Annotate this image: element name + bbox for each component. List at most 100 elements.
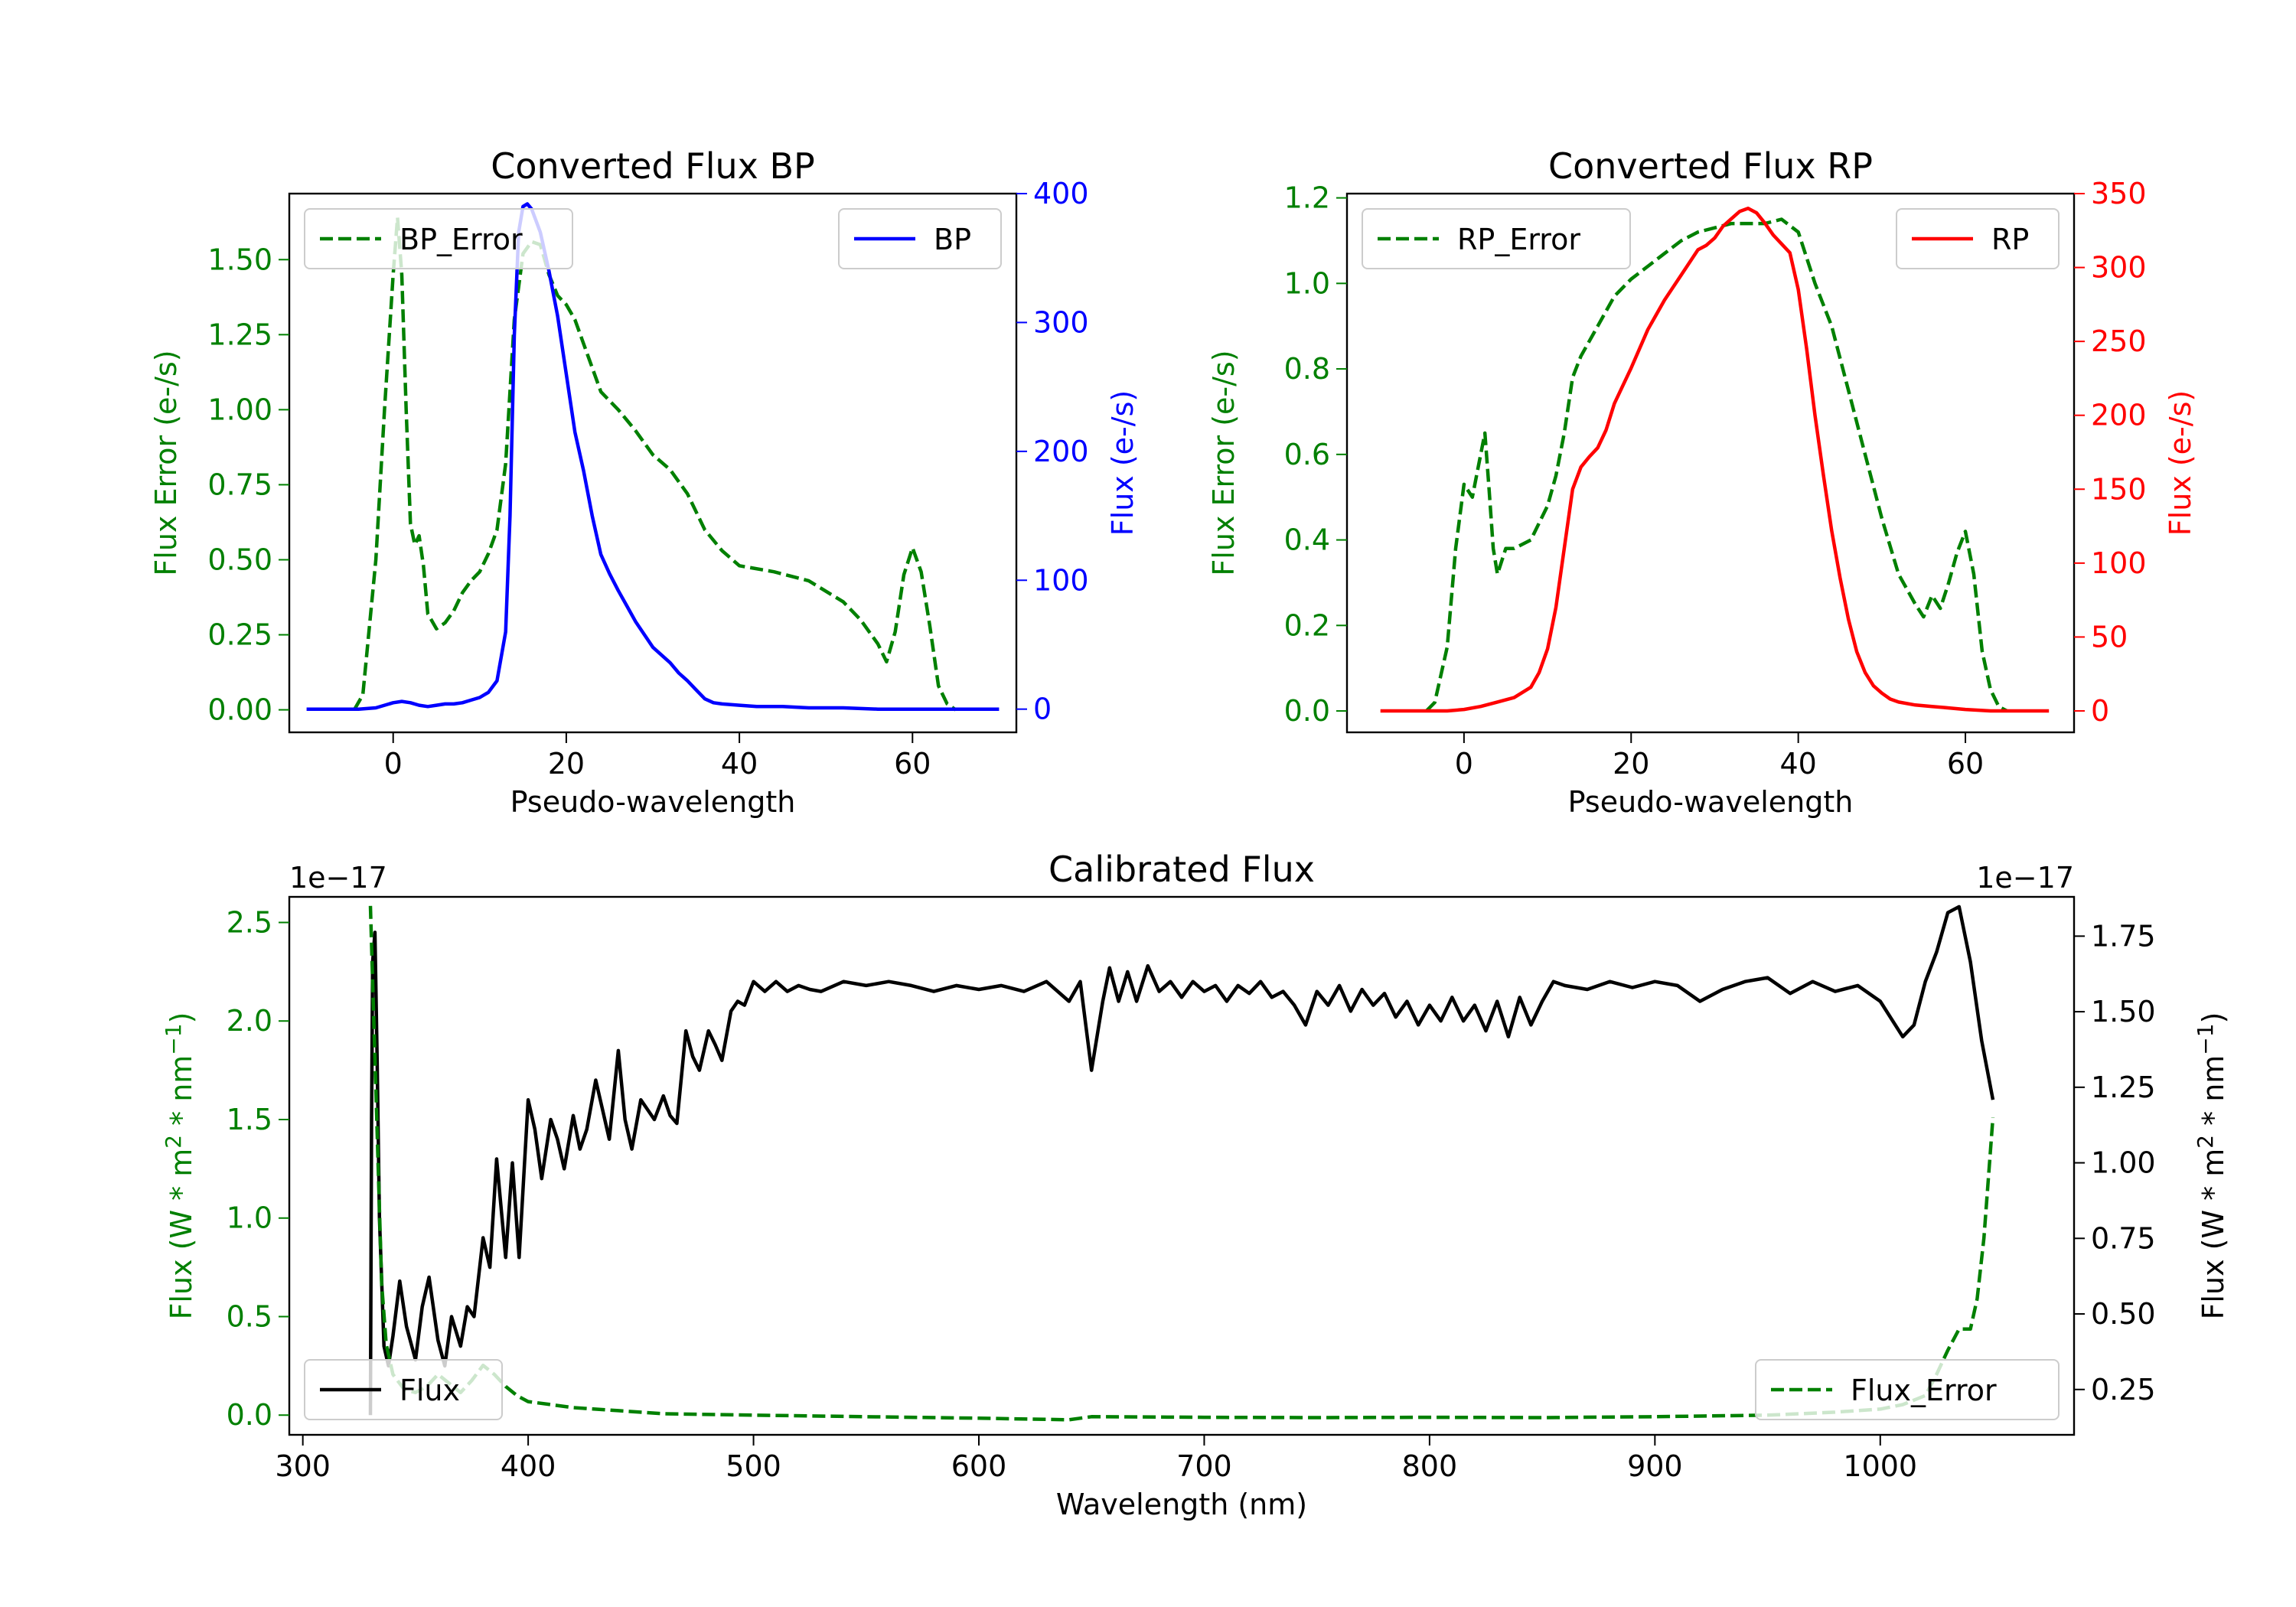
y-right-tick-label: 0 (2091, 694, 2109, 728)
series-line-rp (1380, 207, 2050, 713)
series-group (306, 202, 1000, 712)
legend-flux-error: Flux_Error (1755, 1359, 2060, 1420)
y-left-tick-label: 1.5 (227, 1103, 272, 1136)
chart-title: Converted Flux RP (1548, 145, 1873, 187)
legend-flux: Flux (304, 1359, 503, 1420)
legend-label: RP_Error (1457, 223, 1580, 256)
y-right-offset-text: 1e−17 (1976, 861, 2074, 895)
legend-box (1362, 208, 1631, 269)
y-left-tick-label: 1.00 (207, 393, 272, 426)
y-left-tick-label: 0.6 (1284, 438, 1330, 471)
x-axis-label: Wavelength (nm) (1056, 1488, 1307, 1521)
legend-label: BP (934, 223, 971, 256)
x-tick-label: 1000 (1843, 1449, 1917, 1483)
y-right-tick-label: 0.50 (2091, 1297, 2156, 1331)
y-left-offset-text: 1e−17 (289, 861, 387, 895)
legend-rp-error: RP_Error (1362, 208, 1631, 269)
series-line-flux (368, 905, 1995, 1416)
legend-box (1755, 1359, 2060, 1420)
y-left-tick-label: 0.2 (1284, 608, 1330, 642)
x-tick-label: 700 (1176, 1449, 1232, 1483)
chart-rp: 0 20 40 60 0.0 0.2 0.4 0.6 0.8 1.0 1.2 0 50 100 150 200… (1207, 145, 2197, 819)
x-tick-label: 500 (726, 1449, 781, 1483)
x-axis-label: Pseudo-wavelength (510, 785, 796, 819)
y-left-tick-label: 0.5 (227, 1299, 272, 1333)
y-right-tick-label: 0 (1033, 693, 1052, 726)
x-tick-label: 60 (1947, 747, 1984, 781)
y-right-tick-label: 1.00 (2091, 1146, 2156, 1180)
y-right-tick-label: 300 (2091, 251, 2147, 285)
y-right-tick-label: 0.25 (2091, 1373, 2156, 1407)
legend-label: Flux (400, 1374, 460, 1407)
y-left-tick-label: 1.25 (207, 318, 272, 351)
y-left-tick-label: 0.0 (1284, 694, 1330, 728)
chart-bp: 0 20 40 60 0.00 0.25 0.50 0.75 1.00 1.25 1.50 0 100 2… (149, 145, 1140, 819)
y-right-axis-label: Flux (W * m2 * nm−1) (2193, 1012, 2230, 1320)
x-tick-label: 600 (951, 1449, 1007, 1483)
series-group (1380, 207, 2050, 713)
y-left-tick-label: 0.75 (207, 468, 272, 501)
y-right-tick-label: 0.75 (2091, 1221, 2156, 1255)
legend-box (1896, 208, 2060, 269)
chart-calibrated: 300 400 500 600 700 800 900 1000 0.0 0.5 1.0 1.5 2.0… (161, 849, 2230, 1521)
legend-rp: RP (1896, 208, 2060, 269)
y-right-tick-label: 100 (1033, 563, 1089, 597)
y-right-tick-label: 250 (2091, 324, 2147, 358)
y-left-tick-label: 1.0 (227, 1201, 272, 1235)
y-left-axis-label: Flux (W * m2 * nm−1) (161, 1012, 198, 1320)
y-left-axis-label: Flux Error (e-/s) (149, 350, 183, 575)
x-axis-label: Pseudo-wavelength (1568, 785, 1854, 819)
y-left-tick-label: 1.50 (207, 243, 272, 276)
chart-title: Calibrated Flux (1049, 849, 1315, 890)
x-tick-label: 0 (384, 747, 403, 781)
y-left-tick-label: 0.00 (207, 693, 272, 727)
y-left-axis-label: Flux Error (e-/s) (1207, 350, 1241, 575)
y-left-tick-label: 0.4 (1284, 523, 1330, 557)
x-tick-label: 900 (1627, 1449, 1683, 1483)
y-left-tick-label: 0.25 (207, 618, 272, 652)
y-right-tick-label: 300 (1033, 305, 1089, 339)
y-right-tick-label: 200 (2091, 399, 2147, 432)
y-left-tick-label: 1.0 (1284, 266, 1330, 300)
y-right-tick-label: 350 (2091, 177, 2147, 210)
plot-frame (1345, 192, 2076, 734)
x-tick-label: 0 (1455, 747, 1473, 781)
legend-label: RP (1991, 223, 2029, 256)
y-right-tick-label: 150 (2091, 472, 2147, 506)
x-tick-label: 20 (548, 747, 585, 781)
chart-title: Converted Flux BP (491, 145, 815, 187)
x-tick-label: 300 (275, 1449, 331, 1483)
legend-box (304, 1359, 503, 1420)
series-line-rp-error (1425, 217, 2008, 713)
series-line-bp-error (352, 216, 957, 712)
legend-label: BP_Error (400, 223, 523, 256)
y-left-tick-label: 1.2 (1284, 181, 1330, 215)
x-tick-label: 20 (1613, 747, 1649, 781)
legend-box (304, 208, 573, 269)
x-tick-label: 400 (501, 1449, 556, 1483)
y-right-tick-label: 50 (2091, 620, 2128, 654)
y-left-tick-label: 0.0 (227, 1398, 272, 1432)
y-right-tick-label: 1.25 (2091, 1071, 2156, 1104)
y-right-tick-label: 1.50 (2091, 995, 2156, 1028)
y-right-axis-label: Flux (e-/s) (2164, 390, 2197, 536)
x-tick-label: 40 (721, 747, 758, 781)
y-left-tick-label: 0.8 (1284, 352, 1330, 386)
x-tick-label: 800 (1402, 1449, 1458, 1483)
x-tick-label: 60 (894, 747, 931, 781)
legend-box (838, 208, 1002, 269)
y-left-tick-label: 0.50 (207, 543, 272, 576)
legend-bp: BP (838, 208, 1002, 269)
y-left-tick-label: 2.5 (227, 905, 272, 939)
plot-frame (288, 192, 1018, 734)
series-line-bp (306, 202, 1000, 711)
legend-label: Flux_Error (1851, 1374, 1997, 1407)
y-right-tick-label: 200 (1033, 435, 1089, 468)
legend-bp-error: BP_Error (304, 208, 573, 269)
x-tick-label: 40 (1779, 747, 1816, 781)
y-left-tick-label: 2.0 (227, 1004, 272, 1038)
y-right-tick-label: 1.75 (2091, 919, 2156, 953)
y-right-tick-label: 400 (1033, 177, 1089, 210)
plot-frame (288, 895, 2076, 1436)
